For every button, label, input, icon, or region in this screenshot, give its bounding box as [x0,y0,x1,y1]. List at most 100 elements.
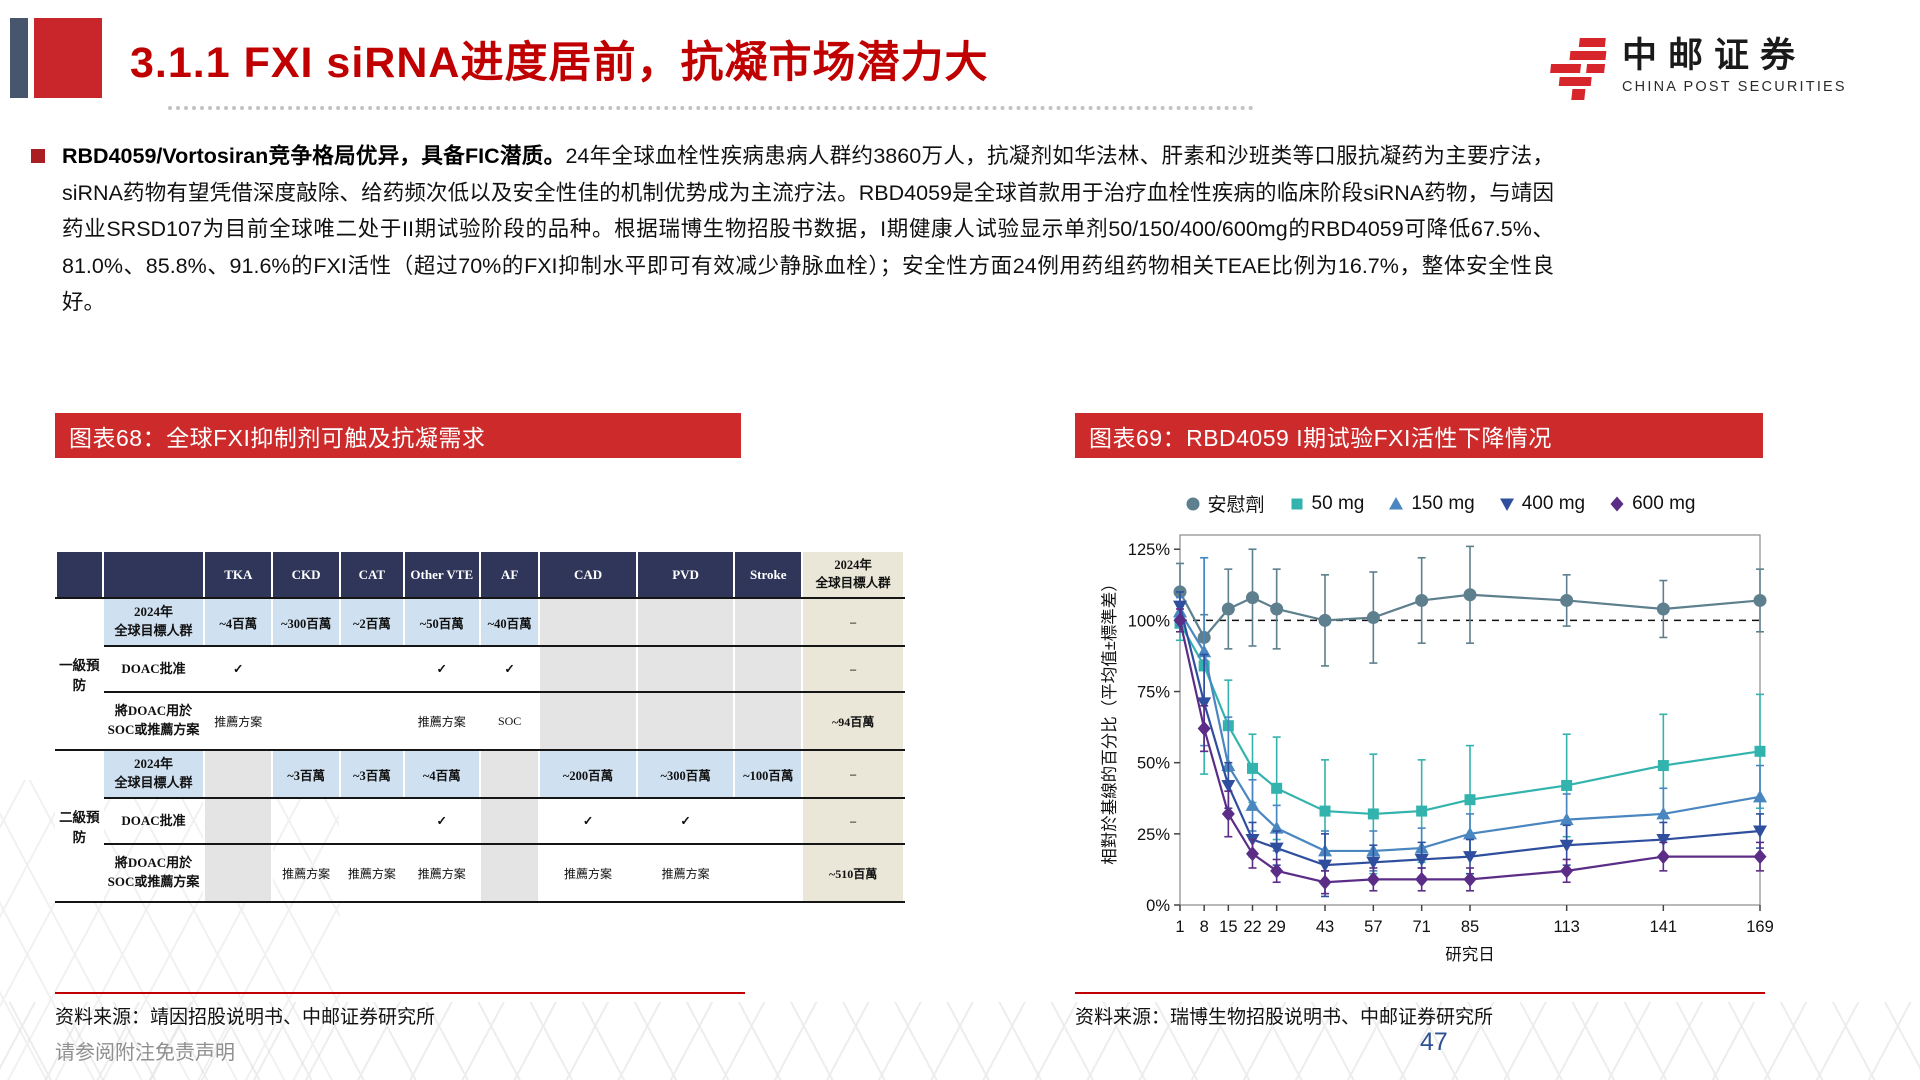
chart-point [1221,602,1235,616]
table-cell: ~200百萬 [538,750,638,799]
chart-point [1753,789,1767,803]
chart-point [1656,602,1670,616]
logo-text: 中邮证券 CHINA POST SECURITIES [1622,36,1847,95]
table-cell [478,750,541,799]
chart-series [1173,608,1767,895]
chart-point [1197,721,1211,737]
legend-label: 150 mg [1411,492,1475,514]
legend-marker-icon [1610,496,1624,511]
table-header-cell: TKA [203,552,274,599]
y-tick-label: 0% [1146,897,1170,915]
figure68-title: 图表68：全球FXI抑制剂可触及抗凝需求 [69,424,486,451]
chart-point [1367,808,1379,820]
table-row-label: 將DOAC用於 SOC或推薦方案 [101,844,206,903]
chart-point [1319,805,1331,817]
table-cell: ~3百萬 [271,750,342,799]
chart-point [1656,849,1670,865]
table-header-cell: Other VTE [402,552,481,599]
table-cell [538,692,638,751]
table-row: 將DOAC用於 SOC或推薦方案 推薦方案 推薦方案 推薦方案 推薦方案 推薦方案 ~510百… [56,844,905,903]
table-cell [635,598,736,647]
table-cell: ✓ [478,646,541,693]
table-cell [538,598,638,647]
table-cell: ~3百萬 [339,750,405,799]
table-cell: ~300百萬 [635,750,736,799]
table-header-cell: 2024年 全球目標人群 [801,552,905,599]
x-tick-label: 8 [1200,918,1209,936]
chart-point [1753,825,1767,838]
table-cell [203,798,274,845]
chart-point [1197,697,1212,710]
chart-line [1178,605,1761,867]
chart-point [1463,851,1477,864]
chart-point [1559,812,1574,826]
chart-point [1753,593,1767,607]
table-header-cell: Stroke [733,552,804,599]
table-cell [203,844,274,903]
table-group-cell: 一級預防 [55,598,104,751]
fxi-activity-chart: 0% 25% 50% 75% 100% 125% 1 8 15 22 29 43 57 71 85 113 14… [1100,534,1774,964]
table-cell [271,692,342,751]
chart-point [1561,779,1573,791]
fxi-demand-table: TKA CKD CAT Other VTE AF CAD PVD Stroke 2024年 全球目… [55,552,905,903]
table-cell [478,798,541,845]
table-cell [733,598,804,647]
table-header-cell: AF [478,552,541,599]
chart-point [1499,498,1514,511]
table-header-cell [101,552,206,599]
y-axis-title: 相對於基線的百分比（平均值±標準差） [1100,575,1119,865]
chart-point [1415,871,1429,887]
chart-point [1560,593,1574,607]
legend-label: 600 mg [1632,492,1696,514]
chart-point [1656,834,1671,847]
page-number: 47 [1420,1028,1448,1056]
chart-point [1463,826,1477,840]
x-tick-label: 141 [1650,918,1678,936]
table-cell: ~40百萬 [478,598,541,647]
chart-point [1318,874,1332,890]
table-cell: – [801,646,905,693]
table-cell: ✓ [538,798,638,845]
table-cell: ~94百萬 [801,692,905,751]
chart-point [1221,779,1236,793]
header-accent-blue-bar [10,18,28,98]
legend-item: 400 mg [1499,493,1585,515]
chart-point [1318,613,1332,627]
china-post-logo-icon [1550,38,1607,100]
legend-item: 600 mg [1609,493,1695,515]
figure68-title-bar: 图表68：全球FXI抑制剂可触及抗凝需求 [55,413,741,458]
table-cell [339,798,405,845]
bullet-marker [31,149,45,163]
table-header-cell: CKD [271,552,342,599]
chart-point [1246,591,1259,605]
table-row: 將DOAC用於 SOC或推薦方案 推薦方案 推薦方案 SOC ~94百萬 [56,692,905,751]
chart-point [1221,806,1235,822]
table-cell: – [801,750,905,799]
table-row: 二級預防 2024年 全球目標人群 ~3百萬 ~3百萬 ~4百萬 ~200百萬 ~300百萬 ~… [55,750,905,903]
table-cell: ~4百萬 [203,598,274,647]
table-cell [203,750,274,799]
table-row-label: DOAC批准 [101,798,206,845]
dotted-separator [168,106,1254,110]
chart-point [1416,805,1428,817]
chart-point [1414,853,1429,867]
table-cell [538,646,638,693]
chart-line [1179,622,1761,816]
table-cell [635,692,736,751]
table-cell [635,646,736,693]
table-header-cell: CAD [538,552,638,599]
table-row-label: 將DOAC用於 SOC或推薦方案 [101,692,206,751]
chart-point [1247,762,1258,774]
y-tick-label: 75% [1137,684,1170,702]
table-cell [733,692,804,751]
table-cell [478,844,541,903]
chart-point [1291,498,1303,509]
table-cell [733,844,804,903]
body-lead: RBD4059/Vortosiran竞争格局优异，具备FIC潜质。 [62,144,566,168]
chart-point [1269,842,1284,856]
table-cell [339,646,405,693]
table-header-cell: CAT [339,552,405,599]
chart-point [1173,600,1187,614]
chart-point [1415,593,1429,607]
table-cell: 推薦方案 [402,692,481,751]
